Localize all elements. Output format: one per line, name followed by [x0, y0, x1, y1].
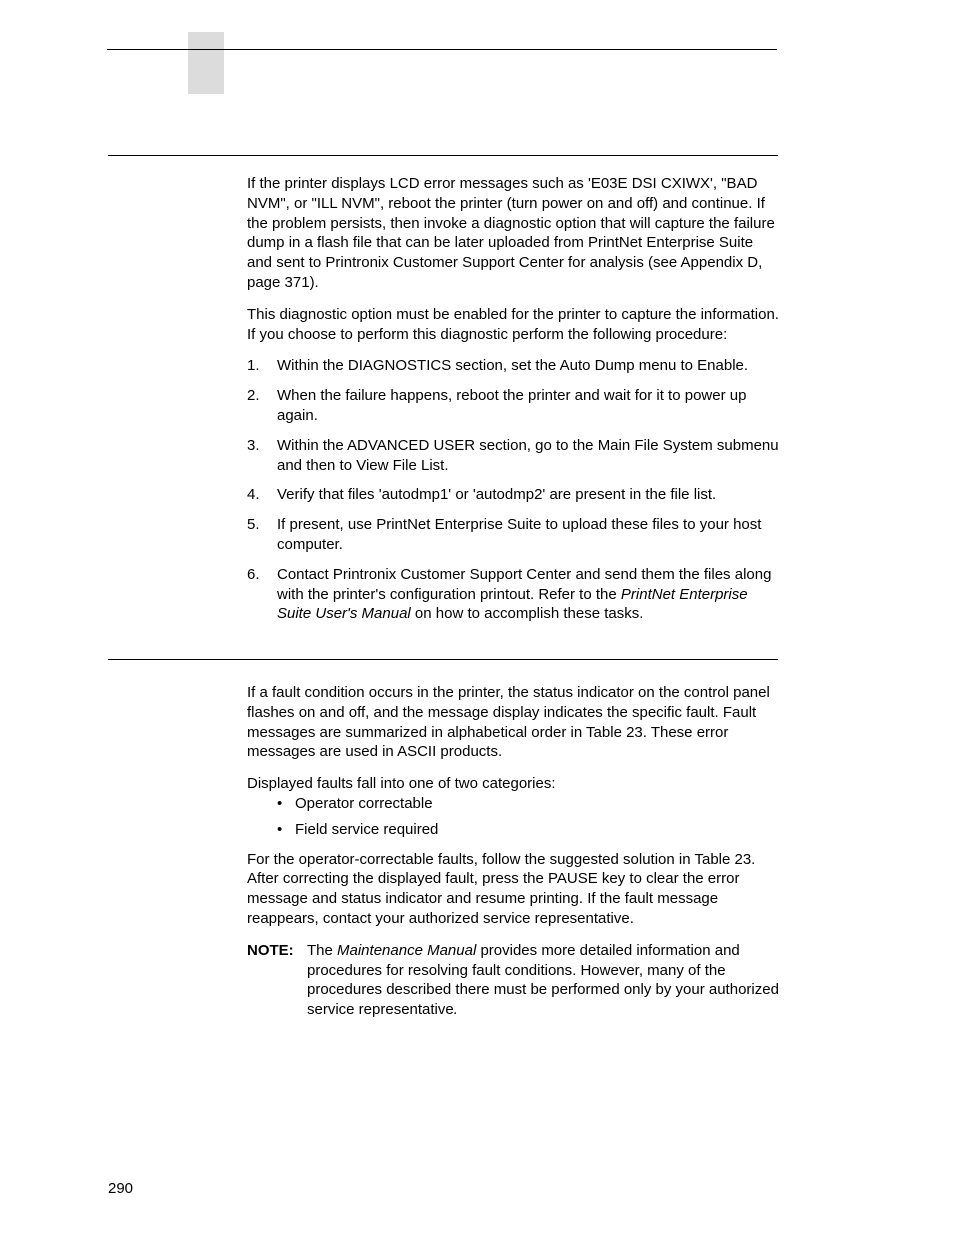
list-item: 5.If present, use PrintNet Enterprise Su… [247, 515, 779, 555]
list-item: Operator correctable [277, 794, 779, 814]
list-item: 1.Within the DIAGNOSTICS section, set th… [247, 356, 779, 376]
chapter-tab [188, 32, 224, 94]
list-item: Field service required [277, 820, 779, 840]
note-block: NOTE: The Maintenance Manual provides mo… [247, 941, 779, 1020]
list-item: 3.Within the ADVANCED USER section, go t… [247, 436, 779, 476]
page-number: 290 [108, 1180, 133, 1197]
maintenance-manual-ref: Maintenance Manual [337, 942, 476, 959]
section-diagnostics: If the printer displays LCD error messag… [247, 150, 779, 634]
fault-category-list: Operator correctable Field service requi… [247, 794, 779, 840]
list-item: 6.Contact Printronix Customer Support Ce… [247, 565, 779, 624]
header-rule [107, 49, 777, 50]
section-fault-messages: If a fault condition occurs in the print… [247, 683, 779, 1020]
note-label: NOTE: [247, 941, 307, 1020]
section-rule-2 [108, 659, 778, 660]
s2-para3: For the operator-correctable faults, fol… [247, 850, 779, 929]
s2-para2: Displayed faults fall into one of two ca… [247, 774, 779, 794]
s1-para1: If the printer displays LCD error messag… [247, 174, 779, 293]
procedure-list: 1.Within the DIAGNOSTICS section, set th… [247, 356, 779, 624]
list-item: 2.When the failure happens, reboot the p… [247, 386, 779, 426]
list-item: 4.Verify that files 'autodmp1' or 'autod… [247, 485, 779, 505]
s1-para2: This diagnostic option must be enabled f… [247, 305, 779, 345]
s2-para1: If a fault condition occurs in the print… [247, 683, 779, 762]
note-text: The Maintenance Manual provides more det… [307, 941, 779, 1020]
pause-key: PAUSE [548, 870, 598, 887]
